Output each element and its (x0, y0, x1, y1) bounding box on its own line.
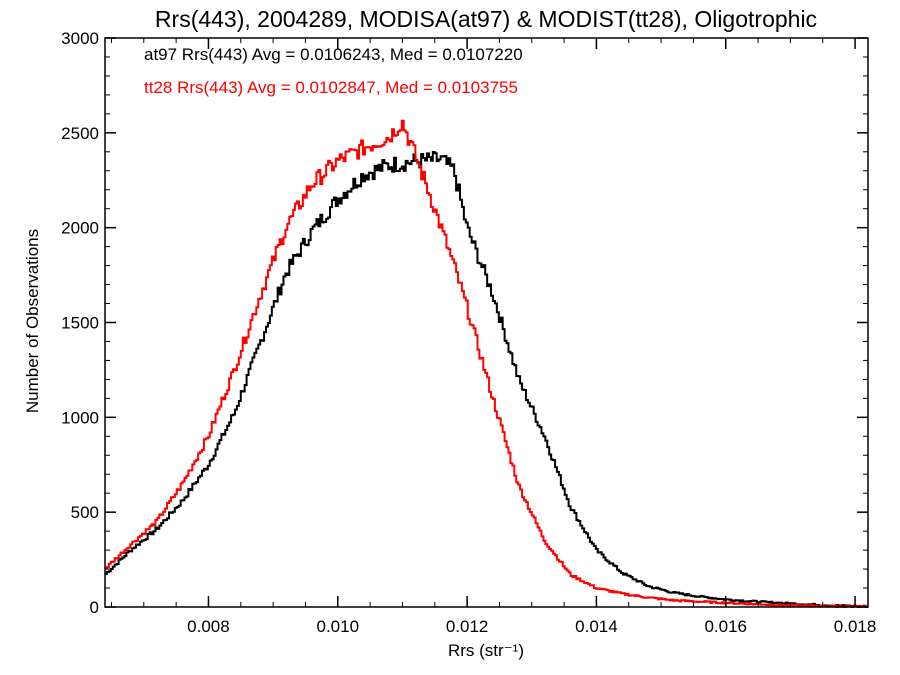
y-tick-label: 3000 (61, 29, 99, 48)
plot-frame (104, 37, 869, 608)
series-line-0 (105, 150, 869, 608)
x-tick-label: 0.008 (187, 617, 230, 636)
chart-title: Rrs(443), 2004289, MODISA(at97) & MODIST… (155, 6, 817, 32)
x-tick-label: 0.014 (575, 617, 618, 636)
x-tick-label: 0.010 (317, 617, 360, 636)
y-tick-label: 2500 (61, 124, 99, 143)
x-tick-label: 0.012 (446, 617, 489, 636)
series-layer (105, 119, 869, 608)
y-tick-label: 500 (71, 503, 99, 522)
x-tick-label: 0.018 (834, 617, 877, 636)
ticks-layer: 0.008 0.010 0.012 0.014 0.016 0.018 0 500 1000 15… (61, 29, 876, 636)
y-tick-label: 2000 (61, 219, 99, 238)
y-tick-label: 1000 (61, 408, 99, 427)
y-axis-label: Number of Observations (23, 229, 42, 413)
x-axis-label: Rrs (str⁻¹) (448, 641, 524, 660)
legend-at97-stats: at97 Rrs(443) Avg = 0.0106243, Med = 0.0… (144, 45, 523, 64)
x-tick-label: 0.016 (704, 617, 747, 636)
legend-tt28-stats: tt28 Rrs(443) Avg = 0.0102847, Med = 0.0… (144, 78, 518, 97)
series-line-1 (105, 119, 869, 608)
y-tick-label: 0 (90, 598, 99, 617)
y-tick-label: 1500 (61, 314, 99, 333)
